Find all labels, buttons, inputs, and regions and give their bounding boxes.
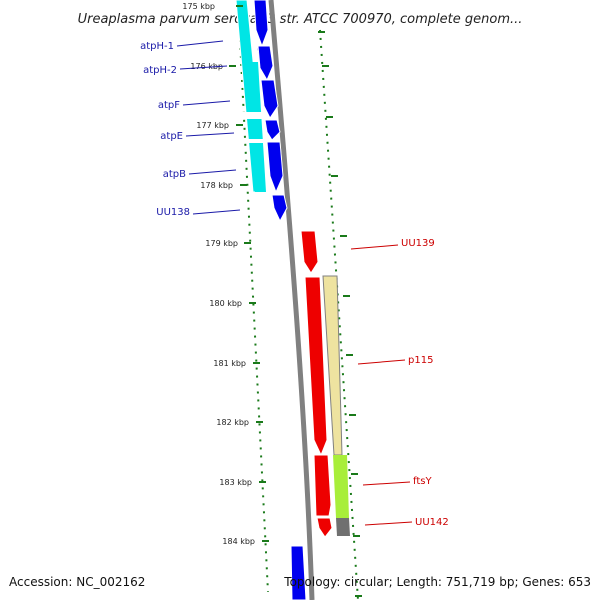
gene-arrow-atpB: [266, 141, 284, 194]
tick-label-179: 179 kbp: [205, 239, 238, 248]
leader-line-UU142: [364, 521, 413, 526]
gene-label-ftsY[interactable]: ftsY: [413, 476, 432, 487]
gene-label-UU139[interactable]: UU139: [401, 238, 435, 249]
gene-arrow-atpH-1: [253, 0, 269, 48]
gene-arrow-p115: [304, 276, 328, 457]
leader-line-UU139: [350, 244, 399, 250]
tick-label-181: 181 kbp: [213, 359, 246, 368]
gene-arrow-atpF: [260, 79, 279, 119]
leader-line-atpH-1: [176, 40, 224, 47]
genome-backbone: [268, 0, 315, 600]
gene-arrow-UU142: [316, 517, 333, 538]
gene-label-atpF[interactable]: atpF: [158, 100, 180, 111]
inner-ruler-line: [237, 0, 269, 593]
gene-label-atpE[interactable]: atpE: [160, 131, 183, 142]
leader-line-atpB: [188, 169, 237, 175]
gene-label-p115[interactable]: p115: [408, 355, 433, 366]
feature-band-ftsY: [333, 455, 349, 518]
tick-label-175: 175 kbp: [182, 2, 215, 11]
gene-arrow-ftsY: [313, 454, 332, 517]
leader-line-p115: [357, 359, 406, 365]
leader-line-UU138: [192, 209, 241, 215]
tick-label-183: 183 kbp: [219, 478, 252, 487]
tick-label-180: 180 kbp: [209, 299, 242, 308]
footer-topology: Topology: circular; Length: 751,719 bp; …: [283, 575, 591, 589]
gene-arrow-UU139: [300, 230, 319, 274]
gene-arrow-UU138: [271, 194, 288, 223]
tick-marks: [229, 5, 362, 597]
highlight-band-atpH2: [246, 62, 266, 192]
gene-label-UU138[interactable]: UU138: [156, 207, 190, 218]
leader-line-atpF: [182, 100, 231, 106]
tick-label-182: 182 kbp: [216, 418, 249, 427]
leader-line-atpE: [185, 132, 235, 137]
tick-label-176: 176 kbp: [190, 62, 223, 71]
feature-band-UU142: [336, 518, 350, 536]
leader-line-ftsY: [362, 481, 411, 486]
tick-label-184: 184 kbp: [222, 537, 255, 546]
gene-arrow-atpH-2: [257, 45, 274, 82]
gene-arrow-next: [290, 545, 307, 600]
footer-accession: Accession: NC_002162: [9, 575, 145, 589]
gene-label-atpH-1[interactable]: atpH-1: [140, 41, 174, 52]
gene-label-atpH-2[interactable]: atpH-2: [143, 65, 177, 76]
leader-line-atpH-2: [179, 65, 228, 70]
gene-arrow-atpE: [264, 119, 281, 141]
tick-label-178: 178 kbp: [200, 181, 233, 190]
tick-label-bg: [183, 1, 217, 11]
highlight-band-gap: [236, 112, 264, 119]
gene-label-atpB[interactable]: atpB: [163, 169, 186, 180]
gene-label-UU142[interactable]: UU142: [415, 517, 449, 528]
map-title: Ureaplasma parvum serovar 3 str. ATCC 70…: [78, 12, 523, 27]
tick-label-177: 177 kbp: [196, 121, 229, 130]
highlight-band-gap-2: [240, 139, 268, 143]
